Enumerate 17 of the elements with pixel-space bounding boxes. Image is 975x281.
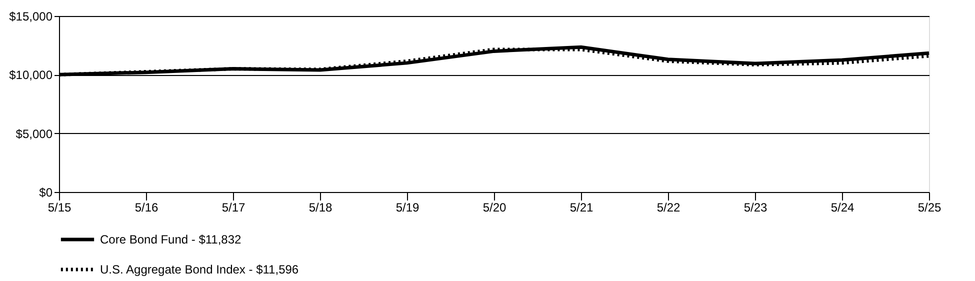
x-tick-label: 5/21 [570,200,594,214]
x-tick-label: 5/23 [744,200,768,214]
x-tick-label: 5/16 [134,200,158,214]
legend-label: U.S. Aggregate Bond Index - $11,596 [100,262,299,276]
x-tick-label: 5/15 [48,200,72,214]
y-tick-label: $15,000 [9,10,53,24]
x-tick-label: 5/19 [396,200,420,214]
x-tick-label: 5/20 [482,200,506,214]
x-tick-label: 5/18 [308,200,332,214]
x-tick-label: 5/22 [656,200,680,214]
y-tick-label: $10,000 [9,68,53,82]
x-tick-label: 5/25 [918,200,942,214]
x-tick-label: 5/17 [222,200,246,214]
y-tick-label: $5,000 [16,126,53,141]
x-tick-label: 5/24 [830,200,854,214]
legend-label: Core Bond Fund - $11,832 [100,232,242,246]
y-tick-label: $0 [39,186,53,200]
